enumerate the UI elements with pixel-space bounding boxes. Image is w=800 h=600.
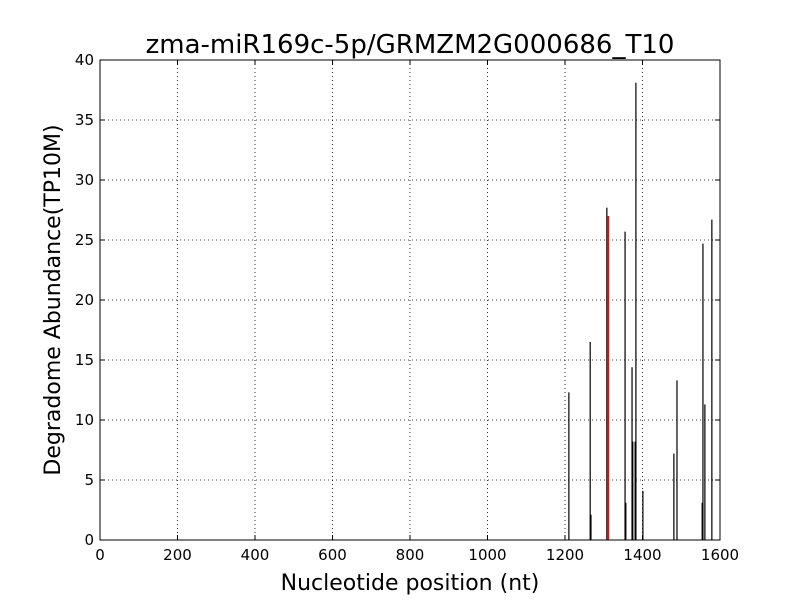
x-tick-label: 800 bbox=[396, 546, 425, 564]
y-tick-label: 30 bbox=[75, 171, 94, 189]
y-tick-label: 25 bbox=[75, 231, 94, 249]
y-tick-label: 10 bbox=[75, 411, 94, 429]
plot-frame bbox=[99, 59, 721, 541]
y-tick-label: 35 bbox=[75, 111, 94, 129]
x-tick-label: 0 bbox=[95, 546, 105, 564]
x-tick-label: 200 bbox=[163, 546, 192, 564]
chart-title: zma-miR169c-5p/GRMZM2G000686_T10 bbox=[146, 30, 675, 60]
x-tick-label: 1400 bbox=[623, 546, 661, 564]
x-axis-label: Nucleotide position (nt) bbox=[281, 571, 540, 596]
y-tick-label: 5 bbox=[84, 471, 94, 489]
y-tick-label: 15 bbox=[75, 351, 94, 369]
x-tick-label: 1000 bbox=[468, 546, 506, 564]
x-tick-label: 400 bbox=[241, 546, 270, 564]
y-axis-label: Degradome Abundance(TP10M) bbox=[41, 124, 66, 475]
x-tick-label: 1200 bbox=[546, 546, 584, 564]
x-tick-label: 600 bbox=[318, 546, 347, 564]
y-tick-label: 40 bbox=[75, 51, 94, 69]
y-tick-label: 20 bbox=[75, 291, 94, 309]
y-tick-label: 0 bbox=[84, 531, 94, 549]
x-tick-label: 1600 bbox=[701, 546, 739, 564]
